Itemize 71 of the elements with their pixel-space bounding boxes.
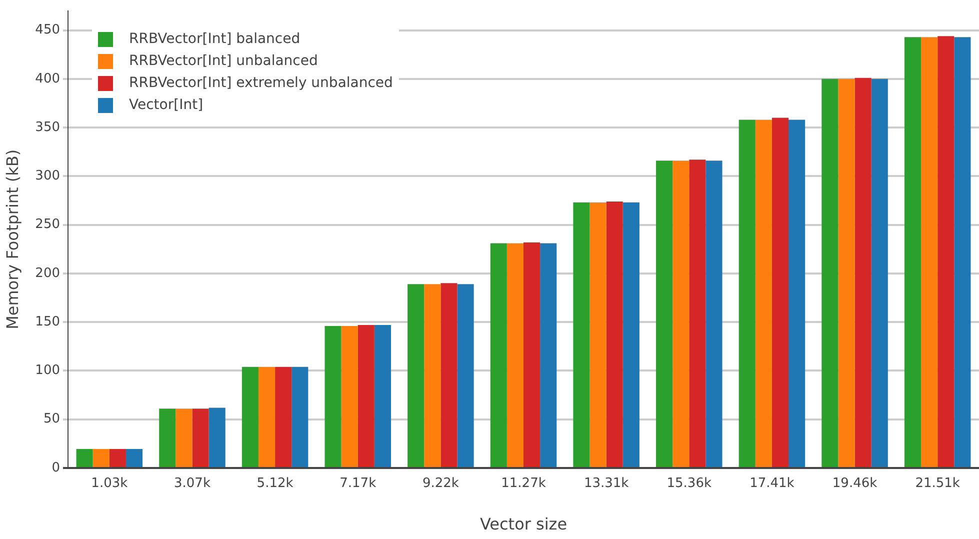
y-tick-label: 300 [35, 168, 60, 184]
bar [208, 408, 226, 467]
bar [440, 283, 458, 467]
bar [590, 202, 606, 467]
y-tick-label: 200 [35, 266, 60, 281]
bar [904, 37, 922, 467]
x-tick-label: 1.03k [91, 476, 128, 492]
y-tick-label: 150 [35, 314, 60, 330]
bar [854, 78, 872, 467]
x-tick-label: 15.36k [666, 476, 712, 492]
bar [822, 78, 838, 467]
x-tick-label: 11.27k [501, 476, 546, 492]
bar [258, 366, 276, 467]
bar [506, 243, 524, 467]
bar [954, 37, 971, 467]
bar [573, 202, 590, 467]
x-tick-label: 21.51k [915, 476, 960, 492]
bar [292, 366, 308, 467]
bar [92, 449, 110, 467]
y-tick-label: 0 [52, 460, 60, 476]
bar [408, 284, 424, 467]
bar [921, 37, 938, 467]
x-tick-label: 9.22k [422, 476, 460, 492]
bar [755, 120, 772, 467]
bar [275, 366, 292, 467]
legend-label: Vector[Int] [129, 97, 204, 113]
y-tick-label: 50 [43, 412, 60, 427]
bar [689, 160, 706, 467]
x-tick-label: 7.17k [340, 476, 377, 492]
x-axis-title: Vector size [480, 514, 568, 534]
bar [706, 160, 722, 467]
bar [871, 78, 888, 467]
bar [126, 449, 143, 467]
bar [109, 449, 126, 467]
bar [788, 120, 806, 467]
bar [192, 408, 209, 467]
bar [524, 242, 540, 467]
legend-label: RRBVector[Int] extremely unbalanced [129, 75, 393, 91]
bar [738, 120, 756, 467]
y-axis-title: Memory Footprint (kB) [2, 149, 22, 330]
y-tick-label: 250 [35, 217, 60, 232]
bar [540, 243, 557, 467]
bar [176, 408, 192, 467]
bar [656, 160, 673, 467]
x-tick-label: 3.07k [174, 476, 211, 492]
bar [242, 366, 258, 467]
bar [606, 201, 623, 467]
bar [838, 78, 855, 467]
bar [358, 325, 374, 467]
legend-label: RRBVector[Int] unbalanced [129, 53, 318, 69]
bar [159, 408, 176, 467]
x-tick-label: 13.31k [584, 476, 630, 492]
y-tick-label: 100 [35, 363, 60, 378]
bar [622, 202, 640, 467]
x-tick-label: 19.46k [832, 476, 878, 492]
bar [672, 160, 690, 467]
bar [324, 326, 342, 467]
bar [374, 325, 391, 467]
y-tick-label: 400 [35, 71, 60, 86]
y-tick-label: 350 [35, 120, 60, 135]
x-tick-label: 17.41k [750, 476, 795, 492]
x-tick-label: 5.12k [256, 476, 294, 492]
y-tick-label: 450 [35, 22, 60, 38]
legend-label: RRBVector[Int] balanced [129, 31, 300, 47]
bar [341, 326, 358, 467]
bar [772, 118, 789, 467]
bar [457, 284, 474, 467]
bar [76, 449, 93, 467]
bar [938, 36, 954, 467]
bar [424, 284, 441, 467]
bar [490, 243, 507, 467]
